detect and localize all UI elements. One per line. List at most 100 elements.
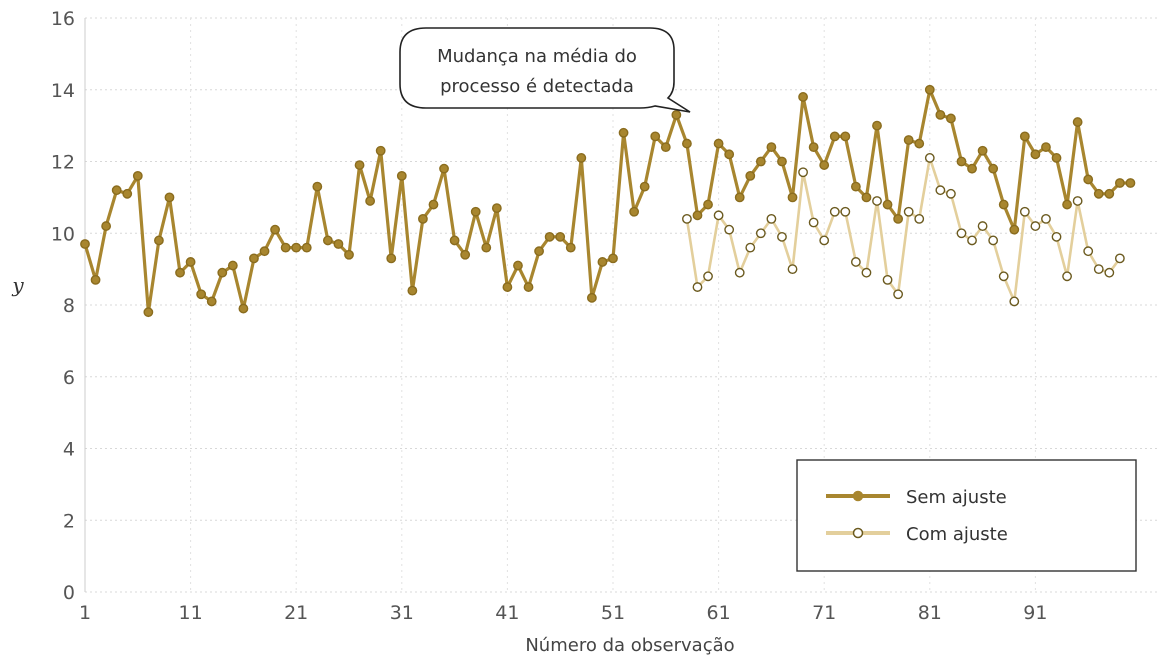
data-point	[344, 249, 354, 260]
data-point	[766, 142, 777, 153]
data-point	[1030, 221, 1041, 231]
data-point	[946, 113, 956, 124]
series-line-sem-ajuste	[83, 88, 1131, 314]
legend-label-com-ajuste: Com ajuste	[906, 524, 1008, 545]
data-point	[1114, 253, 1125, 264]
data-point	[491, 203, 502, 214]
data-point	[903, 135, 914, 145]
data-point	[692, 282, 703, 292]
data-point	[977, 221, 988, 231]
data-point	[671, 109, 682, 120]
data-point	[977, 145, 988, 156]
data-point	[449, 235, 460, 246]
data-point	[439, 163, 449, 174]
callout-line-2: processo é detectada	[440, 76, 634, 97]
y-tick-label: 0	[63, 582, 75, 604]
data-point	[988, 235, 999, 246]
data-point	[882, 199, 893, 210]
data-point	[80, 239, 90, 249]
legend: Sem ajuste Com ajuste	[796, 459, 1137, 572]
data-point	[270, 224, 280, 235]
x-tick-label: 81	[918, 602, 942, 624]
data-point	[1051, 153, 1062, 163]
data-point	[280, 242, 291, 253]
data-point	[407, 285, 418, 296]
data-point	[924, 84, 935, 95]
data-point	[565, 242, 576, 253]
x-tick-label: 91	[1023, 602, 1047, 624]
data-point	[829, 206, 840, 217]
data-point	[154, 235, 164, 246]
data-point	[470, 206, 481, 217]
data-point	[386, 253, 397, 264]
data-point	[872, 196, 882, 206]
legend-label-sem-ajuste: Sem ajuste	[906, 487, 1007, 508]
data-point	[185, 257, 196, 267]
data-point	[734, 267, 745, 278]
data-point	[1072, 196, 1083, 206]
data-point	[544, 231, 555, 242]
data-point	[101, 221, 112, 231]
data-point	[513, 260, 523, 271]
y-axis-ticks: 0 2 4 6 8 10 12 14 16	[51, 8, 75, 604]
data-point	[840, 131, 851, 142]
x-tick-label: 11	[179, 602, 203, 624]
data-point	[217, 267, 228, 278]
data-point	[872, 120, 882, 131]
y-tick-label: 12	[51, 152, 75, 174]
data-point	[755, 228, 766, 239]
data-point	[777, 231, 787, 242]
data-point	[724, 149, 735, 160]
data-point	[534, 246, 544, 257]
legend-marker-sem-ajuste	[852, 490, 864, 502]
data-point	[861, 267, 872, 278]
data-point	[460, 249, 471, 260]
data-point	[586, 292, 597, 303]
data-point	[1009, 224, 1020, 235]
x-axis-title: Número da observação	[525, 635, 734, 656]
data-point	[1104, 188, 1115, 199]
data-point	[850, 257, 861, 267]
y-tick-label: 2	[63, 510, 75, 532]
data-point	[819, 235, 830, 246]
data-point	[798, 167, 808, 178]
data-point	[291, 242, 302, 253]
data-point	[322, 235, 333, 246]
data-point	[639, 181, 650, 192]
data-point	[935, 109, 946, 120]
data-point	[808, 142, 819, 153]
data-point	[967, 235, 977, 246]
data-point	[1051, 231, 1062, 242]
legend-box	[796, 459, 1137, 572]
data-point	[1009, 296, 1020, 307]
data-point	[481, 242, 492, 253]
data-point	[682, 213, 692, 224]
data-point	[724, 224, 735, 235]
data-point	[206, 296, 217, 307]
callout-bubble	[399, 27, 691, 113]
data-point	[618, 127, 629, 138]
series-sem-ajuste	[80, 84, 1136, 318]
data-point	[1019, 131, 1030, 142]
data-point	[1093, 264, 1104, 275]
data-point	[914, 213, 925, 224]
y-tick-label: 14	[51, 80, 75, 102]
data-point	[555, 231, 566, 242]
x-tick-label: 51	[601, 602, 625, 624]
data-point	[111, 185, 122, 196]
data-point	[808, 217, 819, 228]
data-point	[597, 257, 608, 267]
data-point	[354, 160, 365, 170]
data-point	[893, 289, 904, 300]
data-point	[608, 253, 618, 264]
data-point	[713, 138, 724, 149]
data-point	[1062, 199, 1072, 210]
x-tick-label: 41	[495, 602, 519, 624]
y-tick-label: 6	[63, 367, 75, 389]
data-point	[1104, 267, 1115, 278]
data-point	[1019, 206, 1030, 217]
data-point	[1125, 178, 1136, 188]
data-point	[682, 138, 692, 149]
data-point	[798, 92, 808, 102]
data-point	[196, 289, 207, 300]
